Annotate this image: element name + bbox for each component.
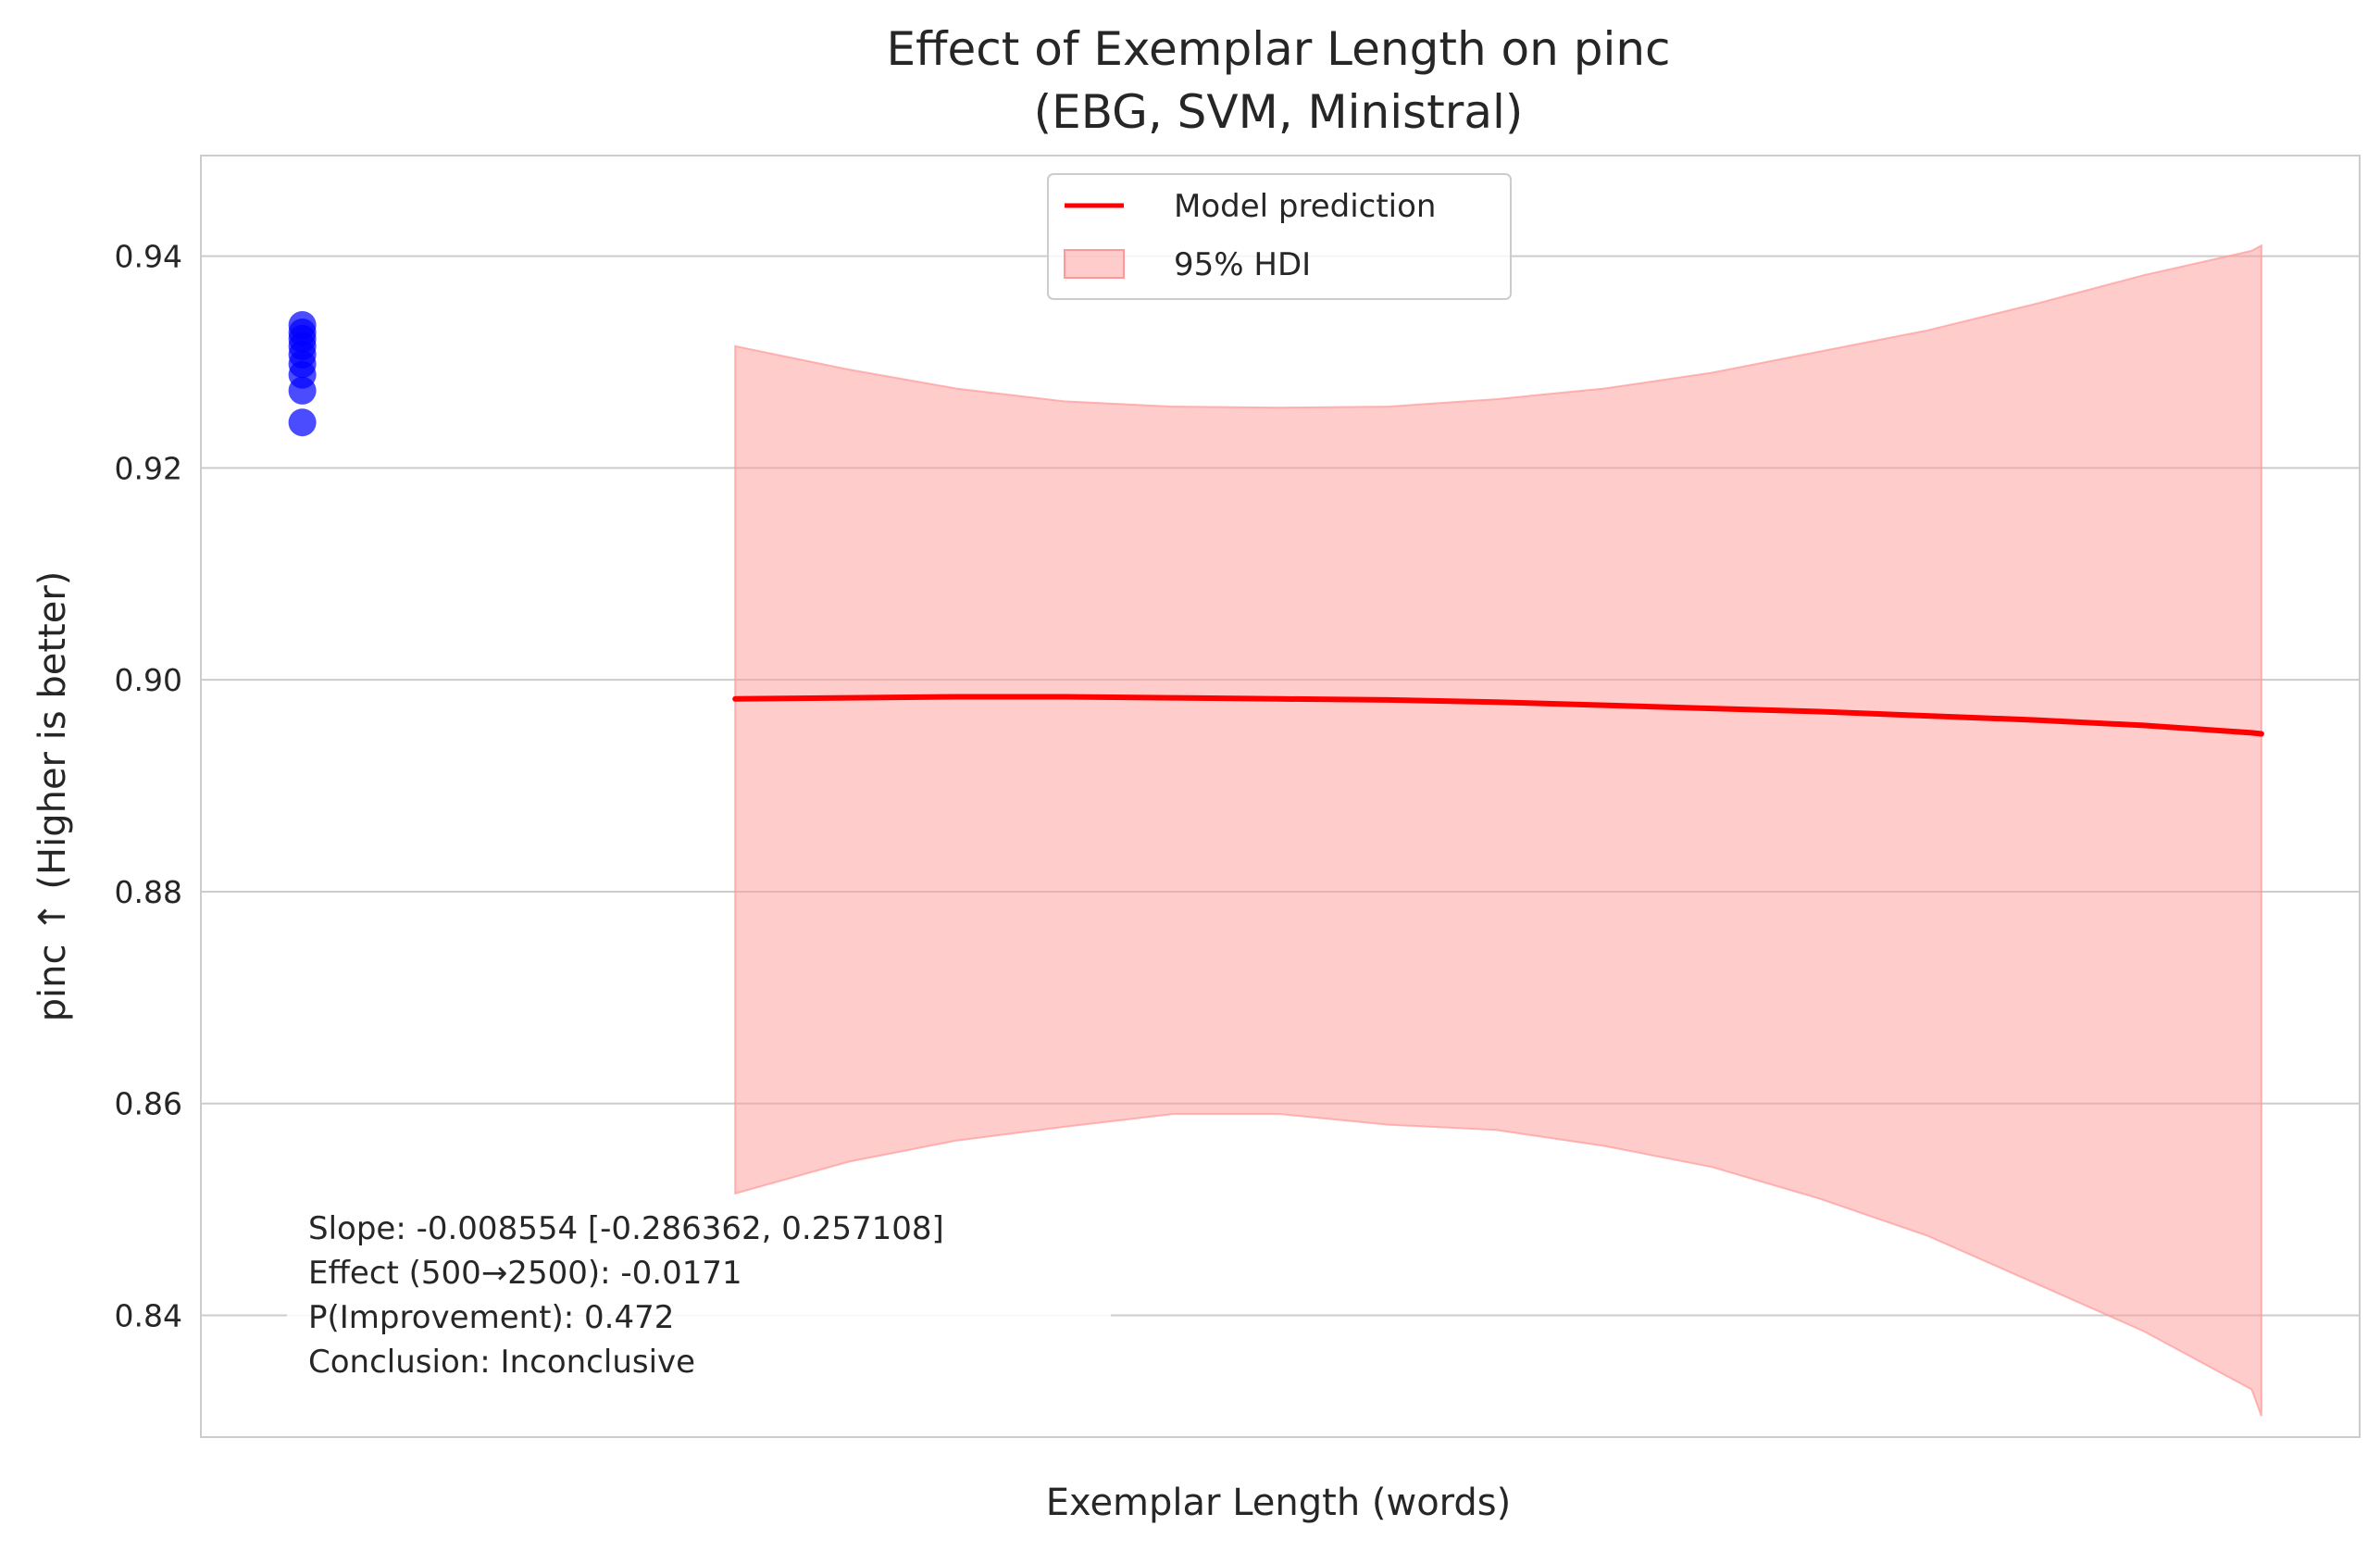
hdi-band-group xyxy=(734,244,2262,1417)
legend-patch-swatch xyxy=(1064,249,1125,279)
chart-title: Effect of Exemplar Length on pinc xyxy=(886,22,1670,76)
y-tick-label: 0.86 xyxy=(115,1086,182,1122)
legend-label-hdi: 95% HDI xyxy=(1174,246,1311,283)
annotation-probability: P(Improvement): 0.472 xyxy=(308,1299,674,1336)
y-tick-label: 0.88 xyxy=(115,874,182,910)
legend-label-model-prediction: Model prediction xyxy=(1174,188,1436,225)
y-tick-label: 0.94 xyxy=(115,239,182,275)
observed-point xyxy=(288,376,317,405)
annotation-effect: Effect (500→2500): -0.0171 xyxy=(308,1255,742,1292)
annotation-slope: Slope: -0.008554 [-0.286362, 0.257108] xyxy=(308,1210,944,1247)
plot-frame xyxy=(200,155,2361,1438)
y-tick-label: 0.92 xyxy=(115,450,182,486)
stats-annotation: Slope: -0.008554 [-0.286362, 0.257108] E… xyxy=(287,1202,1111,1389)
stats-annotation-box xyxy=(287,1202,1111,1389)
legend: Model prediction 95% HDI xyxy=(1047,173,1512,300)
y-tick-label: 0.84 xyxy=(115,1297,182,1333)
series-line-model-prediction xyxy=(732,694,2264,737)
y-axis-label: pinc ↑ (Higher is better) xyxy=(31,571,74,1022)
y-tick-labels: 0.84 0.86 0.88 0.90 0.92 0.94 xyxy=(115,239,182,1334)
x-axis-label: Exemplar Length (words) xyxy=(1046,1482,1512,1524)
hdi-band xyxy=(734,244,2262,1417)
legend-box xyxy=(1047,173,1512,300)
annotation-conclusion: Conclusion: Inconclusive xyxy=(308,1344,695,1381)
observed-point xyxy=(288,408,317,437)
y-tick-label: 0.90 xyxy=(115,662,182,698)
chart-subtitle: (EBG, SVM, Ministral) xyxy=(1034,85,1524,139)
observed-points-group xyxy=(288,311,317,437)
prediction-line-group xyxy=(732,694,2264,737)
